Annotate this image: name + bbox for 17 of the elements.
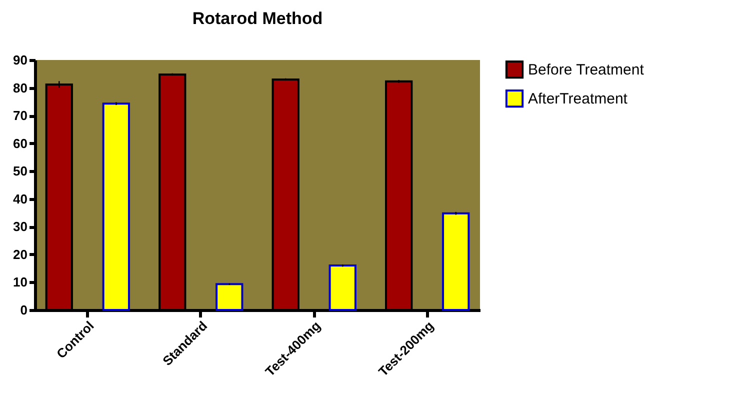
y-tick-label: 10 — [13, 274, 28, 290]
y-tick-label: 90 — [13, 52, 28, 68]
legend-label: Before Treatment — [528, 62, 645, 78]
y-tick-label: 0 — [20, 302, 28, 318]
y-tick-label: 30 — [13, 219, 28, 234]
y-tick-label: 70 — [13, 108, 28, 124]
y-tick-label: 20 — [13, 246, 28, 262]
bar — [442, 212, 470, 311]
y-tick-label: 50 — [13, 164, 28, 179]
legend-label: AfterTreatment — [528, 90, 628, 108]
y-tick-label: 40 — [13, 191, 28, 206]
bar — [328, 264, 356, 311]
y-tick-label: 60 — [13, 136, 28, 151]
bar — [216, 283, 244, 311]
bar — [102, 102, 130, 311]
y-tick-label: 80 — [13, 80, 28, 96]
chart-title: Rotarod Method — [192, 9, 323, 28]
